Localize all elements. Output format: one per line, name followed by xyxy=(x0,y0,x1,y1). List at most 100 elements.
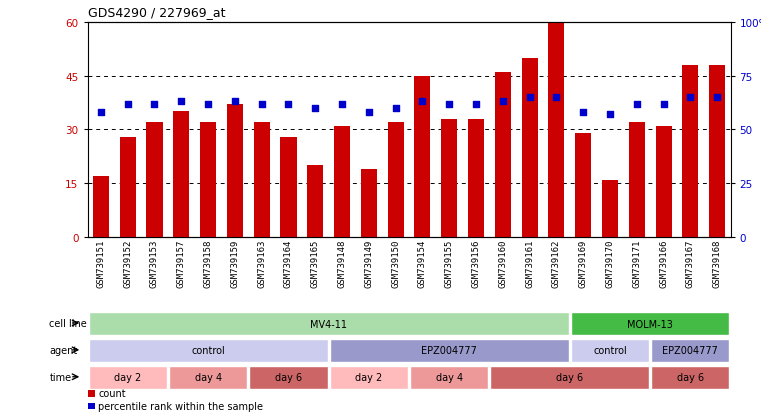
Bar xyxy=(88,312,568,336)
Bar xyxy=(88,339,327,363)
Bar xyxy=(334,126,350,237)
Text: GSM739148: GSM739148 xyxy=(338,239,346,287)
Bar xyxy=(629,123,645,237)
Bar xyxy=(250,366,327,389)
Bar xyxy=(602,180,618,237)
Text: GDS4290 / 227969_at: GDS4290 / 227969_at xyxy=(88,6,225,19)
Text: GSM739157: GSM739157 xyxy=(177,239,186,287)
Bar xyxy=(441,119,457,237)
Bar xyxy=(200,123,216,237)
Point xyxy=(390,105,402,112)
Bar xyxy=(571,339,649,363)
Bar xyxy=(88,366,167,389)
Text: GSM739171: GSM739171 xyxy=(632,239,642,287)
Text: count: count xyxy=(98,389,126,399)
Point xyxy=(443,101,455,108)
Bar xyxy=(174,112,189,237)
Text: day 2: day 2 xyxy=(355,373,383,382)
Text: GSM739156: GSM739156 xyxy=(472,239,480,287)
Text: GSM739151: GSM739151 xyxy=(97,239,106,287)
Text: GSM739168: GSM739168 xyxy=(712,239,721,287)
Point xyxy=(229,99,241,105)
Point xyxy=(256,101,268,108)
Point xyxy=(122,101,134,108)
Text: GSM739154: GSM739154 xyxy=(418,239,427,287)
Bar xyxy=(253,123,269,237)
Bar xyxy=(227,105,243,237)
Text: GSM739152: GSM739152 xyxy=(123,239,132,287)
Bar xyxy=(280,137,297,237)
Text: cell line: cell line xyxy=(49,318,88,328)
Point xyxy=(175,99,187,105)
Point xyxy=(202,101,214,108)
Text: MV4-11: MV4-11 xyxy=(310,319,347,329)
Text: MOLM-13: MOLM-13 xyxy=(627,319,673,329)
Bar xyxy=(495,73,511,237)
Bar xyxy=(88,403,95,409)
Bar xyxy=(521,59,537,237)
Point xyxy=(631,101,643,108)
Point xyxy=(658,101,670,108)
Text: day 4: day 4 xyxy=(435,373,463,382)
Text: day 6: day 6 xyxy=(556,373,584,382)
Bar xyxy=(93,177,109,237)
Bar xyxy=(491,366,649,389)
Text: GSM739149: GSM739149 xyxy=(365,239,374,287)
Point xyxy=(309,105,321,112)
Bar xyxy=(651,339,730,363)
Bar xyxy=(415,76,431,237)
Text: GSM739165: GSM739165 xyxy=(310,239,320,287)
Text: GSM739155: GSM739155 xyxy=(444,239,454,287)
Bar xyxy=(468,119,484,237)
Text: day 2: day 2 xyxy=(114,373,142,382)
Point xyxy=(336,101,348,108)
Text: control: control xyxy=(191,346,225,356)
Text: GSM739158: GSM739158 xyxy=(204,239,212,287)
Text: agent: agent xyxy=(49,345,78,355)
Bar xyxy=(709,66,725,237)
Text: GSM739150: GSM739150 xyxy=(391,239,400,287)
Text: EPZ004777: EPZ004777 xyxy=(662,346,718,356)
Text: percentile rank within the sample: percentile rank within the sample xyxy=(98,401,263,411)
Text: GSM739162: GSM739162 xyxy=(552,239,561,287)
Text: GSM739167: GSM739167 xyxy=(686,239,695,287)
Point xyxy=(577,109,589,116)
Point xyxy=(497,99,509,105)
Bar xyxy=(169,366,247,389)
Bar xyxy=(410,366,489,389)
Bar xyxy=(651,366,730,389)
Bar xyxy=(387,123,403,237)
Point xyxy=(550,95,562,101)
Text: time: time xyxy=(49,372,72,382)
Text: day 6: day 6 xyxy=(275,373,302,382)
Bar xyxy=(146,123,163,237)
Text: GSM739161: GSM739161 xyxy=(525,239,534,287)
Text: GSM739159: GSM739159 xyxy=(231,239,240,287)
Text: GSM739170: GSM739170 xyxy=(606,239,614,287)
Bar xyxy=(88,390,95,396)
Bar xyxy=(307,166,323,237)
Bar xyxy=(119,137,135,237)
Point xyxy=(470,101,482,108)
Point xyxy=(282,101,295,108)
Text: day 6: day 6 xyxy=(677,373,704,382)
Bar xyxy=(683,66,699,237)
Text: GSM739169: GSM739169 xyxy=(578,239,587,287)
Text: GSM739164: GSM739164 xyxy=(284,239,293,287)
Bar xyxy=(330,339,568,363)
Text: GSM739160: GSM739160 xyxy=(498,239,508,287)
Text: GSM739163: GSM739163 xyxy=(257,239,266,287)
Point xyxy=(416,99,428,105)
Bar xyxy=(330,366,408,389)
Text: EPZ004777: EPZ004777 xyxy=(422,346,477,356)
Bar xyxy=(361,169,377,237)
Text: GSM739166: GSM739166 xyxy=(659,239,668,287)
Point xyxy=(524,95,536,101)
Point xyxy=(148,101,161,108)
Text: day 4: day 4 xyxy=(195,373,221,382)
Point xyxy=(684,95,696,101)
Bar xyxy=(575,134,591,237)
Point xyxy=(604,112,616,119)
Point xyxy=(95,109,107,116)
Text: control: control xyxy=(593,346,627,356)
